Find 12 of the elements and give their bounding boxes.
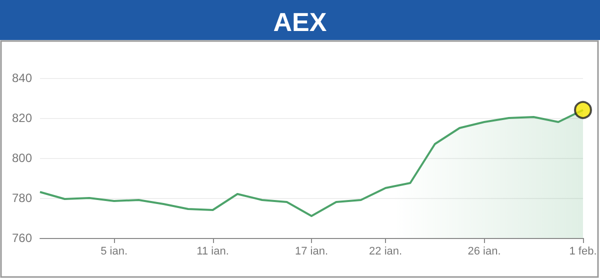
y-tick-label: 820	[12, 111, 32, 125]
x-tick-label: 17 ian.	[294, 246, 328, 258]
y-tick-label: 780	[12, 191, 32, 205]
x-tick-label: 1 feb.	[569, 246, 597, 258]
x-tick-label: 11 ian.	[196, 246, 229, 258]
x-tick-label: 26 ian.	[468, 246, 501, 258]
chart-title: AEX	[273, 7, 328, 37]
y-tick-label: 800	[12, 151, 32, 165]
y-tick-label: 760	[12, 231, 32, 245]
x-tick-label: 5 ian.	[100, 246, 128, 258]
x-tick-label: 22 ian.	[369, 246, 402, 258]
y-tick-label: 840	[12, 71, 32, 85]
